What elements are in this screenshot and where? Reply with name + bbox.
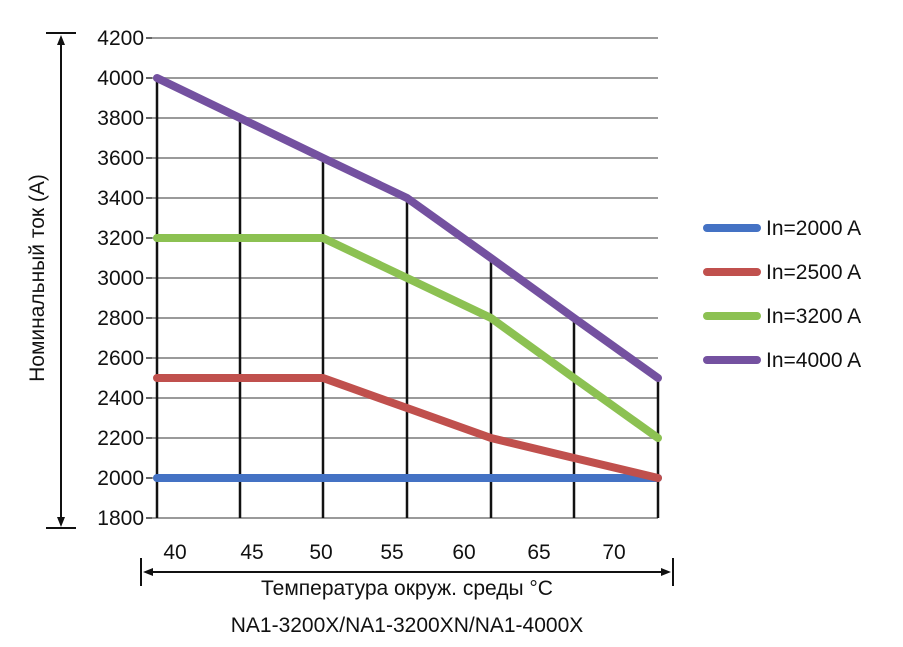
legend-label: In=2000 A bbox=[766, 217, 861, 240]
x-tick-labels: 40 45 50 55 60 65 70 bbox=[163, 541, 625, 564]
x-tick-label: 55 bbox=[380, 541, 403, 564]
y-tick-label: 3000 bbox=[97, 267, 144, 290]
legend: In=2000 A In=2500 A In=3200 A In=4000 A bbox=[703, 217, 861, 372]
series-line-2 bbox=[153, 374, 662, 482]
y-tick-label: 2200 bbox=[97, 427, 144, 450]
series-line-4 bbox=[153, 74, 662, 382]
y-tick-label: 2800 bbox=[97, 307, 144, 330]
vertical-guides bbox=[155, 78, 660, 518]
series-lines bbox=[153, 74, 662, 482]
x-tick-label: 50 bbox=[309, 541, 332, 564]
y-tick-label: 3600 bbox=[97, 147, 144, 170]
y-tick-label: 1800 bbox=[97, 507, 144, 530]
y-tick-label: 2000 bbox=[97, 467, 144, 490]
y-tick-label: 4200 bbox=[97, 27, 144, 50]
legend-label: In=3200 A bbox=[766, 305, 861, 328]
x-tick-label: 40 bbox=[163, 541, 186, 564]
x-axis-title: Температура окруж. среды °C bbox=[261, 577, 553, 600]
y-tick-labels: 1800 2000 2200 2400 2600 2800 3000 3200 3400 3600… bbox=[97, 27, 144, 530]
x-tick-label: 60 bbox=[452, 541, 475, 564]
y-tick-label: 2600 bbox=[97, 347, 144, 370]
y-tick-label: 3400 bbox=[97, 187, 144, 210]
series-line-3 bbox=[153, 234, 662, 442]
x-tick-label: 70 bbox=[602, 541, 625, 564]
legend-label: In=4000 A bbox=[766, 349, 861, 372]
x-tick-label: 65 bbox=[527, 541, 550, 564]
y-tick-label: 4000 bbox=[97, 67, 144, 90]
y-tick-label: 2400 bbox=[97, 387, 144, 410]
y-axis-title: Номинальный ток (А) bbox=[26, 174, 49, 382]
chart-caption: NA1-3200X/NA1-3200XN/NA1-4000X bbox=[231, 614, 584, 637]
legend-label: In=2500 A bbox=[766, 261, 861, 284]
y-tick-label: 3800 bbox=[97, 107, 144, 130]
y-tick-label: 3200 bbox=[97, 227, 144, 250]
x-tick-label: 45 bbox=[240, 541, 263, 564]
